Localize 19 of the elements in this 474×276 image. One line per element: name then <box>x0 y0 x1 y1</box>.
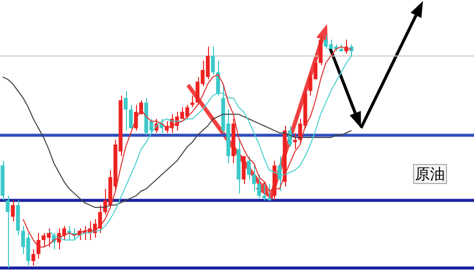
candlestick <box>267 184 272 201</box>
candlestick <box>350 44 354 56</box>
candlestick <box>6 195 10 268</box>
candlestick <box>278 156 282 192</box>
candlestick <box>257 174 262 199</box>
candlestick <box>242 156 246 185</box>
text: 原油 <box>413 164 447 184</box>
candlestick <box>288 125 292 148</box>
candlestick <box>10 200 15 222</box>
candlestick <box>124 90 128 132</box>
candlestick <box>31 248 36 266</box>
candlestick <box>36 232 40 260</box>
candlestick <box>216 60 220 96</box>
candlestick <box>246 156 251 180</box>
candlestick <box>318 34 323 66</box>
candlestick <box>128 104 133 129</box>
candlestick <box>190 95 194 108</box>
candlestick <box>210 46 215 76</box>
candlestick <box>252 164 256 192</box>
